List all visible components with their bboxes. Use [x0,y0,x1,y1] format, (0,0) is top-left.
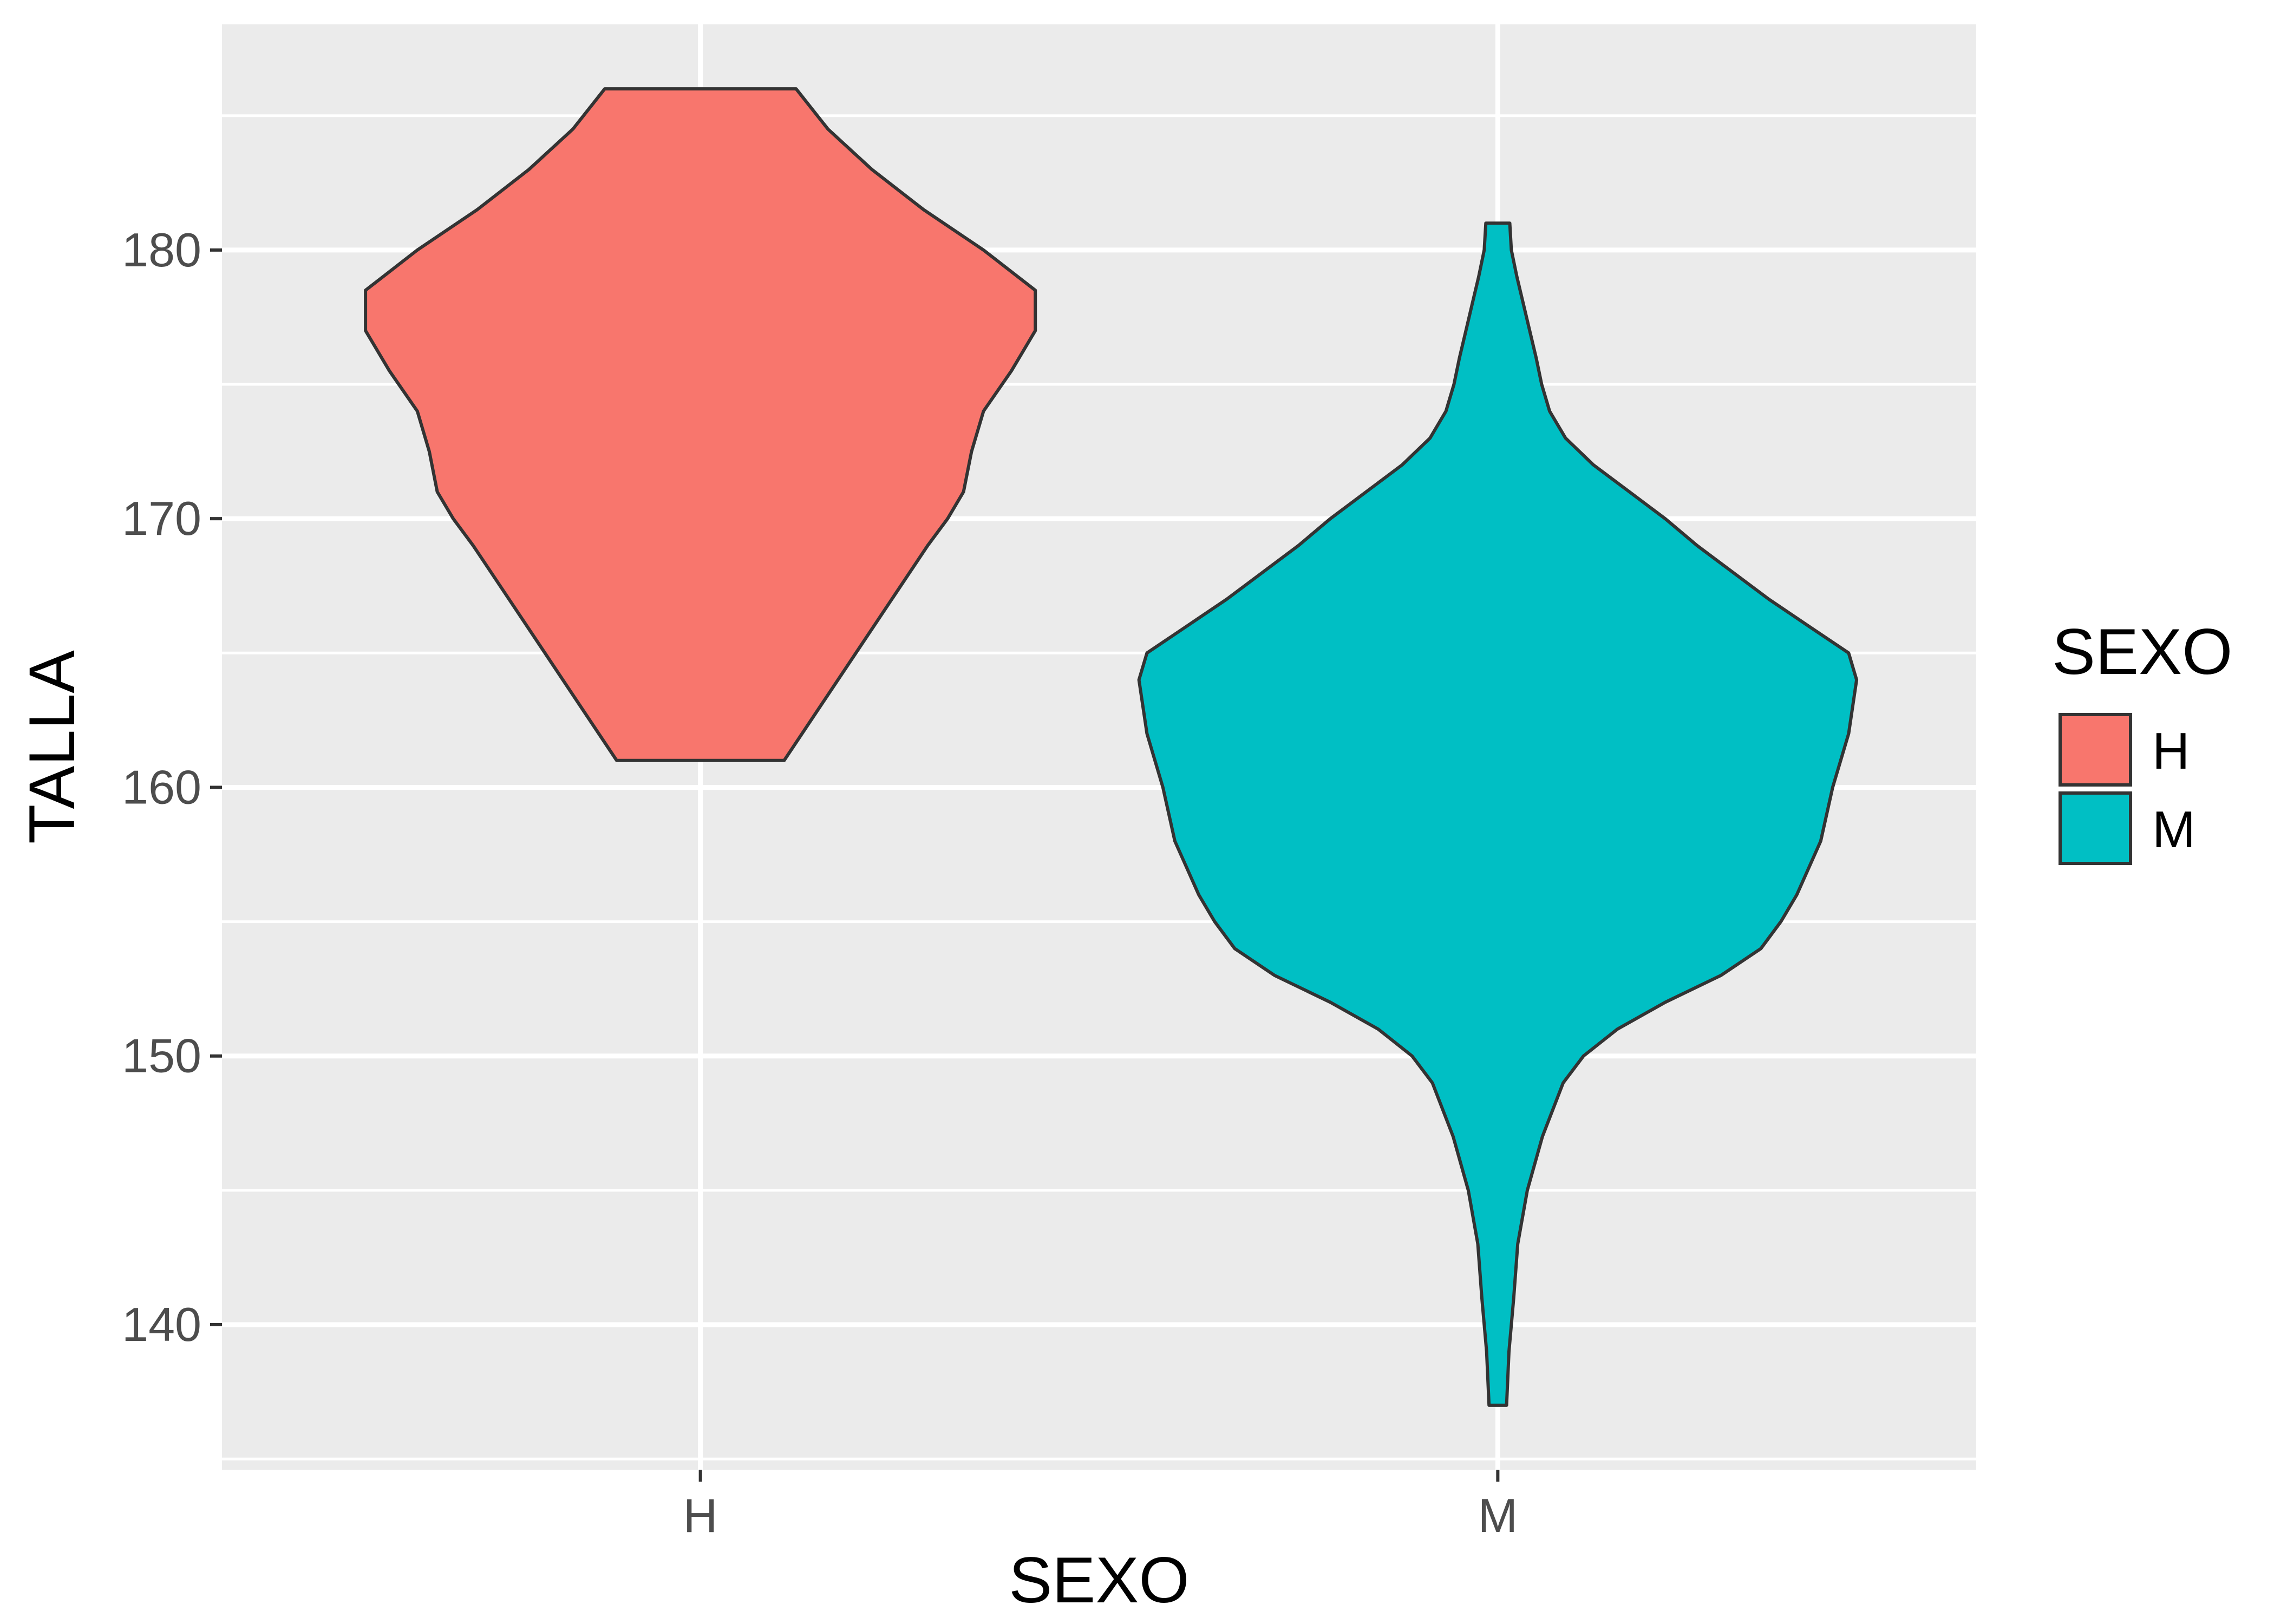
x-tick-label: H [683,1489,718,1542]
x-axis-title: SEXO [1009,1544,1189,1616]
y-tick-label: 150 [122,1029,201,1083]
violins [364,87,1859,1407]
violin-H [364,87,1037,762]
legend-title: SEXO [2052,615,2232,688]
legend-key-H [2059,713,2132,787]
y-tick-label: 180 [122,223,201,277]
violin-M [1137,221,1859,1407]
y-axis-ticks: 140 150 160 170 180 [122,223,222,1351]
legend: SEXO HM [2052,615,2232,865]
legend-label-M: M [2152,801,2195,859]
minor-gridlines [222,114,1976,1461]
y-tick-label: 160 [122,760,201,814]
y-tick-label: 140 [122,1298,201,1351]
y-tick-label: 170 [122,492,201,545]
y-axis-title: TALLA [16,650,88,844]
legend-key-M [2059,791,2132,865]
legend-label-H: H [2152,722,2190,780]
x-tick-label: M [1478,1489,1518,1542]
